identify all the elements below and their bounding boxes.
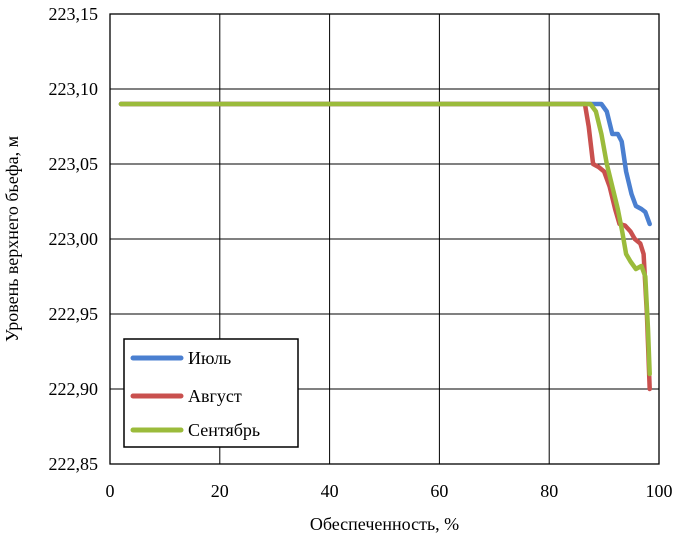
x-tick-label: 100 xyxy=(646,481,673,501)
x-tick-labels: 0 20 40 60 80 100 xyxy=(106,481,673,501)
series-line-september xyxy=(118,101,652,377)
legend-label-september: Сентябрь xyxy=(188,420,260,440)
legend: Июль Август Сентябрь xyxy=(123,338,299,448)
y-axis-title: Уровень верхнего бьефа, м xyxy=(2,136,22,342)
y-tick-label: 222,95 xyxy=(49,304,99,324)
x-tick-label: 0 xyxy=(106,481,115,501)
x-tick-label: 60 xyxy=(430,481,448,501)
y-tick-label: 222,85 xyxy=(49,454,99,474)
legend-label-july: Июль xyxy=(188,348,231,368)
legend-label-august: Август xyxy=(188,386,242,406)
series-layer xyxy=(118,101,652,392)
y-tick-label: 223,10 xyxy=(49,79,99,99)
y-tick-label: 223,15 xyxy=(49,4,99,24)
series-line-august xyxy=(118,101,652,392)
y-tick-label: 223,00 xyxy=(49,229,99,249)
x-axis-title: Обеспеченность, % xyxy=(310,514,459,534)
x-tick-label: 40 xyxy=(321,481,339,501)
y-tick-label: 223,05 xyxy=(49,154,99,174)
x-tick-label: 80 xyxy=(540,481,558,501)
series-line-july xyxy=(118,101,652,227)
x-tick-label: 20 xyxy=(211,481,229,501)
plot-frame xyxy=(109,13,660,465)
y-tick-labels: 222,85 222,90 222,95 223,00 223,05 223,10 223,… xyxy=(49,4,99,474)
y-tick-label: 222,90 xyxy=(49,379,99,399)
